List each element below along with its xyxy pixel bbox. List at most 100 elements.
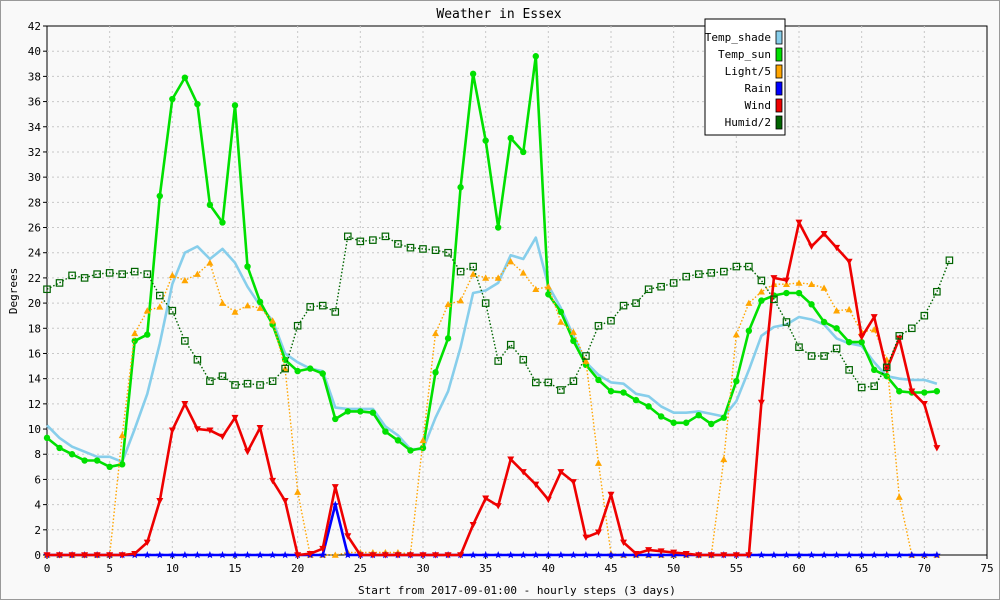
data-point-humid-2 (531, 378, 540, 387)
data-point-wind (833, 244, 841, 252)
data-point-temp-sun (507, 134, 514, 142)
data-point-wind (131, 550, 139, 558)
data-point-humid-2 (281, 364, 289, 373)
data-point-temp-sun (545, 291, 552, 298)
data-point-humid-2 (218, 372, 227, 380)
data-point-rain (532, 551, 540, 559)
data-point-temp-sun (319, 370, 326, 377)
data-point-light-5 (745, 299, 753, 306)
data-point-light-5 (895, 493, 903, 500)
data-point-wind (118, 552, 126, 559)
data-point-wind (920, 401, 928, 408)
data-point-temp-sun (369, 409, 377, 416)
data-point-wind (281, 498, 289, 505)
x-tick-label: 25 (354, 562, 367, 575)
data-point-humid-2 (105, 269, 114, 277)
x-tick-label: 20 (291, 562, 304, 575)
data-point-wind (544, 496, 552, 504)
data-point-rain (218, 551, 227, 559)
data-point-humid-2 (130, 267, 139, 276)
data-point-temp-sun (457, 184, 464, 191)
data-point-humid-2 (469, 262, 477, 271)
data-point-wind (356, 552, 364, 559)
y-tick-label: 40 (28, 45, 41, 58)
x-tick-label: 50 (667, 562, 680, 575)
data-point-light-5 (168, 271, 176, 279)
data-point-rain (795, 551, 803, 559)
data-point-rain (594, 551, 603, 559)
data-point-humid-2 (807, 352, 816, 360)
data-point-light-5 (156, 303, 164, 310)
data-point-light-5 (720, 455, 728, 463)
data-point-humid-2 (243, 379, 252, 388)
data-point-humid-2 (770, 295, 778, 304)
data-point-humid-2 (632, 299, 640, 307)
data-point-wind (344, 533, 352, 540)
data-point-humid-2 (557, 386, 565, 394)
y-tick-label: 4 (34, 499, 41, 512)
data-point-humid-2 (356, 237, 365, 246)
data-point-light-5 (757, 288, 765, 295)
data-point-temp-sun (56, 444, 63, 452)
data-point-humid-2 (544, 378, 553, 387)
data-point-temp-sun (657, 413, 665, 420)
data-point-temp-sun (407, 447, 414, 454)
data-point-wind (394, 552, 402, 559)
data-point-temp-sun (808, 301, 815, 308)
data-point-wind (707, 552, 715, 559)
data-point-temp-sun (469, 70, 477, 78)
data-point-wind (870, 314, 878, 321)
data-point-wind (231, 414, 239, 422)
data-point-rain (243, 551, 252, 559)
data-point-wind (620, 539, 628, 546)
data-point-temp-sun (495, 224, 502, 231)
data-point-wind (168, 427, 176, 434)
data-point-humid-2 (256, 381, 264, 389)
data-point-humid-2 (895, 332, 904, 340)
data-point-humid-2 (268, 377, 277, 385)
series-line-temp-shade (46, 236, 938, 464)
data-point-temp-sun (219, 219, 226, 226)
data-point-humid-2 (406, 243, 415, 252)
data-point-humid-2 (857, 383, 866, 392)
data-point-rain (908, 551, 916, 559)
data-point-rain (519, 551, 528, 559)
data-point-temp-sun (106, 463, 113, 471)
data-point-wind (582, 534, 590, 541)
data-point-light-5 (218, 299, 226, 306)
data-point-wind (569, 479, 577, 486)
data-point-wind (482, 495, 490, 502)
x-tick-label: 70 (918, 562, 931, 575)
data-point-humid-2 (795, 343, 803, 351)
data-point-humid-2 (306, 303, 315, 311)
data-point-wind (218, 433, 226, 441)
chart-title: Weather in Essex (436, 7, 561, 22)
data-point-wind (444, 552, 452, 559)
data-point-humid-2 (820, 352, 828, 360)
legend-swatch-rain (775, 81, 783, 96)
y-tick-label: 16 (28, 347, 41, 360)
data-point-wind (381, 552, 389, 559)
data-point-humid-2 (206, 377, 214, 385)
data-point-humid-2 (344, 232, 352, 241)
data-point-temp-sun (206, 201, 214, 209)
data-point-rain (206, 551, 214, 559)
data-point-wind (607, 491, 615, 499)
data-point-wind (56, 552, 64, 559)
data-point-wind (81, 552, 89, 559)
data-point-light-5 (244, 302, 252, 309)
data-point-temp-sun (194, 100, 201, 108)
data-point-wind (244, 448, 252, 456)
data-point-temp-sun (708, 420, 715, 428)
y-tick-label: 8 (34, 448, 41, 461)
data-point-temp-sun (169, 95, 176, 103)
data-point-wind (294, 552, 302, 559)
data-point-humid-2 (168, 306, 177, 315)
data-point-temp-sun (695, 411, 702, 419)
y-tick-label: 24 (28, 247, 42, 260)
data-point-wind (757, 399, 765, 407)
data-point-temp-sun (783, 289, 790, 297)
data-point-humid-2 (143, 270, 152, 278)
data-point-humid-2 (933, 287, 941, 296)
